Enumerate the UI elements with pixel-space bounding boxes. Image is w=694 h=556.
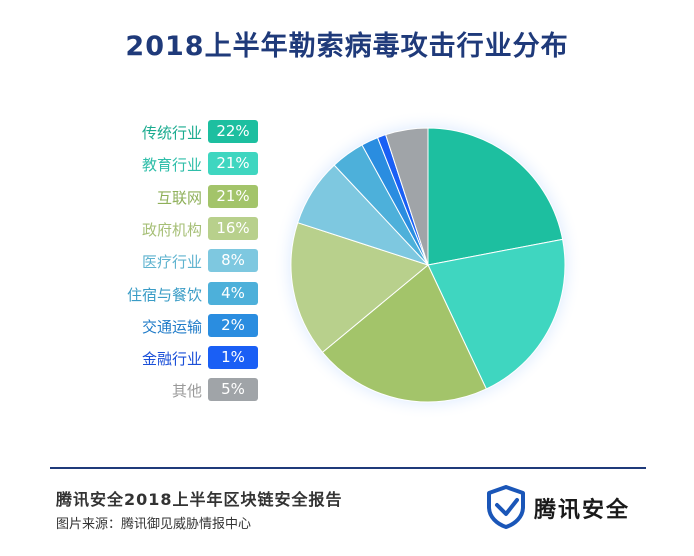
legend-item: 金融行业 1% — [100, 346, 270, 370]
legend-label: 互联网 — [156, 188, 202, 207]
legend-value-badge: 4% — [208, 281, 258, 305]
legend-item: 交通运输 2% — [100, 313, 270, 338]
legend-label: 医疗行业 — [141, 253, 202, 272]
legend-value-badge: 8% — [208, 249, 258, 273]
legend-label: 传统行业 — [141, 124, 202, 142]
pie-slice — [427, 127, 564, 266]
legend-label: 其他 — [171, 382, 202, 401]
legend-value-badge: 2% — [208, 313, 258, 337]
legend-label: 住宿与餐饮 — [126, 285, 202, 304]
legend-value-badge: 21% — [208, 152, 258, 176]
legend-value-badge: 1% — [208, 346, 258, 370]
report-title: 腾讯安全2018上半年区块链安全报告 — [56, 490, 343, 509]
legend-item: 互联网 21% — [100, 184, 270, 209]
brand-logo: 腾讯安全 — [486, 482, 656, 532]
legend-item: 教育行业 21% — [100, 152, 270, 176]
legend-value-badge: 21% — [208, 184, 258, 208]
pie-slice — [321, 264, 487, 403]
legend-value-badge: 22% — [208, 120, 258, 143]
legend-item: 医疗行业 8% — [100, 249, 270, 273]
legend-label: 交通运输 — [141, 317, 202, 336]
legend-item: 传统行业 22% — [100, 120, 270, 144]
brand-name: 腾讯安全 — [534, 498, 631, 523]
legend-label: 金融行业 — [141, 350, 202, 369]
legend-label: 教育行业 — [141, 156, 202, 175]
pie-slices — [290, 127, 566, 403]
shield-icon — [487, 485, 525, 529]
legend-item: 其他 5% — [100, 378, 270, 402]
legend-value-badge: 16% — [208, 216, 258, 240]
legend-item: 政府机构 16% — [100, 216, 270, 241]
legend-item: 住宿与餐饮 4% — [100, 281, 270, 306]
chart-title: 2018上半年勒索病毒攻击行业分布 — [125, 31, 569, 62]
legend-value-badge: 5% — [208, 378, 258, 402]
footer-divider — [50, 467, 646, 469]
pie-slice — [290, 222, 430, 354]
pie-slice — [427, 238, 566, 390]
pie-slice — [385, 127, 429, 266]
image-source: 图片来源：腾讯御见威胁情报中心 — [56, 517, 252, 532]
legend-label: 政府机构 — [141, 220, 202, 239]
